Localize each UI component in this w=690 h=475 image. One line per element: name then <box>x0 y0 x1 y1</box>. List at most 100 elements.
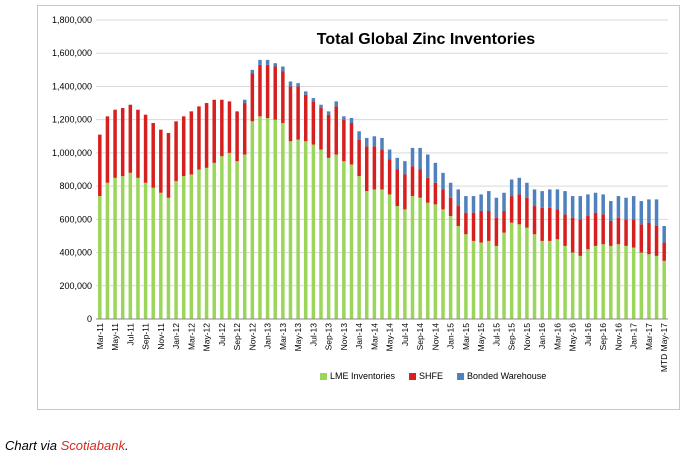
bar-segment-shfe <box>250 73 255 122</box>
bar-segment-bonded <box>570 196 575 218</box>
x-tick-label: Jul-16 <box>583 323 593 346</box>
bar-segment-lme <box>540 240 544 319</box>
caption-suffix: . <box>124 438 129 453</box>
bar-segment-bonded <box>494 197 499 218</box>
bar-segment-lme <box>494 245 499 319</box>
x-tick-label: Jul-13 <box>308 323 318 346</box>
bar-segment-shfe <box>395 169 400 207</box>
y-tick-label: 1,000,000 <box>52 148 92 158</box>
bar-segment-lme <box>220 156 224 319</box>
x-tick-label: Jul-12 <box>217 323 227 346</box>
bar-segment-lme <box>151 187 155 319</box>
bar-segment-bonded <box>273 63 277 67</box>
bar-segment-bonded <box>303 91 308 95</box>
bar-segment-lme <box>548 240 552 319</box>
bar-segment-bonded <box>433 162 438 183</box>
bar-segment-lme <box>433 204 438 319</box>
bar-segment-lme <box>387 194 392 319</box>
bar-segment-bonded <box>502 192 506 212</box>
bar-segment-lme <box>197 169 201 319</box>
bar-segment-shfe <box>151 122 155 188</box>
bar-segment-bonded <box>395 157 400 170</box>
bar-segment-lme <box>471 240 476 319</box>
bar-segment-lme <box>265 118 270 319</box>
bar-segment-lme <box>288 141 293 319</box>
bar-segment-lme <box>357 176 361 319</box>
bar-segment-lme <box>372 189 377 319</box>
bar-segment-bonded <box>334 101 338 107</box>
bar-segment-bonded <box>364 137 369 147</box>
bar-segment-shfe <box>380 149 384 190</box>
bar-segment-bonded <box>448 182 453 198</box>
caption-prefix: Chart via <box>5 438 61 453</box>
bar-segment-shfe <box>220 99 224 157</box>
bar-segment-shfe <box>502 211 506 233</box>
x-tick-label: Mar-15 <box>461 323 471 350</box>
bar-segment-bonded <box>311 98 316 102</box>
x-tick-label: Nov-12 <box>247 323 257 351</box>
x-tick-label: Sep-13 <box>324 323 334 351</box>
bar-segment-bonded <box>342 116 346 120</box>
bar-segment-shfe <box>624 219 628 246</box>
bar-segment-shfe <box>319 108 323 150</box>
bar-segment-shfe <box>174 121 178 182</box>
x-tick-label: Mar-14 <box>369 323 379 350</box>
bar-segment-lme <box>204 167 209 319</box>
bar-segment-lme <box>380 189 384 319</box>
legend-label: LME Inventories <box>330 371 396 381</box>
bar-segment-shfe <box>311 101 316 145</box>
bar-segment-bonded <box>517 177 522 195</box>
bar-segment-lme <box>136 177 140 319</box>
bar-segment-shfe <box>258 64 262 117</box>
bar-segment-shfe <box>296 86 300 140</box>
bar-segment-shfe <box>532 206 537 235</box>
bar-segment-lme <box>105 182 110 319</box>
bar-segment-bonded <box>380 137 384 150</box>
bar-segment-lme <box>113 177 117 319</box>
bar-segment-lme <box>662 260 666 319</box>
x-tick-label: Sep-14 <box>415 323 425 351</box>
bar-segment-lme <box>441 209 445 319</box>
bar-segment-bonded <box>624 197 628 220</box>
bar-segment-shfe <box>609 220 613 246</box>
bar-segment-lme <box>334 154 338 319</box>
bar-segment-bonded <box>654 199 659 226</box>
bar-segment-bonded <box>296 83 300 87</box>
legend-swatch <box>457 373 465 380</box>
bar-segment-shfe <box>326 114 331 158</box>
bar-segment-lme <box>555 239 560 319</box>
x-tick-label: Sep-11 <box>141 323 151 350</box>
bar-segment-lme <box>448 216 453 319</box>
bar-segment-bonded <box>357 131 361 140</box>
bar-segment-bonded <box>418 147 422 170</box>
x-axis-ticks: Mar-11 May-11 Jul-11 Sep-11 Nov-11 Jan-12 Mar-… <box>95 323 669 372</box>
bar-segment-bonded <box>548 189 552 208</box>
bar-segment-lme <box>159 192 163 319</box>
x-tick-label: Jan-15 <box>446 323 456 349</box>
bar-segment-shfe <box>334 106 338 155</box>
bar-segment-lme <box>586 249 590 319</box>
bar-segment-lme <box>296 139 300 319</box>
bar-segment-lme <box>631 247 636 319</box>
bar-segment-bonded <box>525 182 529 198</box>
bar-segment-shfe <box>410 166 415 197</box>
bar-segment-bonded <box>372 136 377 147</box>
bar-segment-shfe <box>494 217 499 246</box>
bar-segment-shfe <box>448 197 453 217</box>
legend: LME Inventories SHFE Bonded Warehouse <box>320 371 546 381</box>
scotiabank-link[interactable]: Scotiabank <box>60 438 125 453</box>
bar-segment-shfe <box>113 109 117 178</box>
bar-segment-bonded <box>532 189 537 207</box>
bar-segment-bonded <box>471 196 476 213</box>
bar-segment-shfe <box>235 111 239 162</box>
x-tick-label: May-11 <box>110 323 120 351</box>
legend-label: SHFE <box>419 371 443 381</box>
y-tick-label: 1,600,000 <box>52 48 92 58</box>
bar-segment-bonded <box>662 225 666 243</box>
bar-segment-lme <box>609 245 613 319</box>
bar-segment-shfe <box>403 174 407 210</box>
bar-segment-shfe <box>143 114 148 183</box>
bar-segment-bonded <box>609 201 613 221</box>
bar-segment-shfe <box>525 197 529 228</box>
bar-segment-lme <box>601 244 605 319</box>
